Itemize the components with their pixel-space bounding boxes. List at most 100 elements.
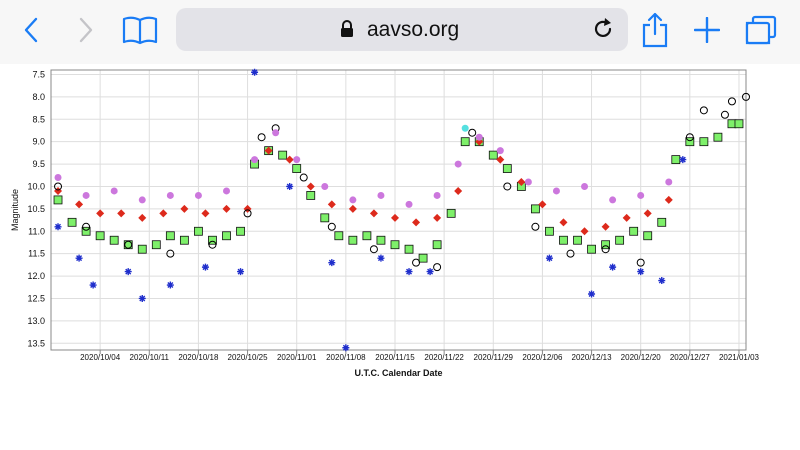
url-text: aavso.org [367,18,460,41]
data-point-circle-open [699,106,708,115]
data-point-square [208,235,217,245]
data-point-square [292,164,302,173]
address-bar[interactable]: aavso.org [176,8,628,51]
data-point-square [713,132,723,142]
data-point-square [95,231,105,241]
data-point-diamond [306,182,315,191]
data-point-square [643,231,653,241]
data-point-diamond [643,209,652,218]
data-point-asterisk [658,277,666,285]
y-tick-label: 11.5 [28,249,45,259]
data-point-square [53,195,63,205]
data-point-diamond [559,218,568,227]
data-point-circle [194,191,202,199]
x-tick-label: 2020/11/08 [326,353,366,362]
data-point-circle [272,129,280,137]
data-point-diamond [517,178,526,186]
reload-icon[interactable] [591,17,615,46]
data-point-square [629,226,639,236]
data-point-circle [524,178,532,186]
y-tick-label: 12.0 [27,271,45,281]
data-point-diamond [454,186,463,195]
data-point-square [573,235,582,245]
data-point-circle [166,191,174,199]
data-point-asterisk [679,156,687,164]
data-point-square [671,155,681,164]
data-point-asterisk [637,268,645,276]
x-tick-label: 2020/12/13 [572,353,613,362]
data-point-circle-open [257,133,266,142]
y-tick-label: 9.0 [32,137,45,147]
data-point-circle [223,187,231,195]
data-point-square [530,204,540,214]
data-point-circle-open [727,97,736,106]
data-point-asterisk [342,344,350,352]
data-point-circle [609,196,617,204]
data-point-asterisk [124,268,132,276]
data-point-diamond [327,200,336,209]
data-point-asterisk [377,254,385,262]
x-tick-label: 2020/12/20 [621,353,662,362]
data-point-circle [475,133,483,141]
data-point-circle-open [433,263,442,272]
y-tick-label: 11.0 [28,226,45,236]
data-point-square [390,240,400,250]
data-point-asterisk [609,263,617,271]
data-point-square [194,226,203,236]
x-axis-label: U.T.C. Calendar Date [354,368,442,378]
data-point-diamond [180,204,189,213]
browser-toolbar: aavso.org [0,0,800,64]
data-point-circle [138,196,146,204]
new-tab-icon[interactable] [692,6,722,54]
data-point-asterisk [75,254,83,262]
share-icon[interactable] [640,6,670,54]
data-point-diamond [412,218,421,227]
data-point-asterisk [237,268,245,276]
chart-grid [51,70,746,350]
data-point-circle [405,200,413,208]
x-tick-label: 2020/11/22 [424,353,464,362]
data-point-diamond [75,200,84,209]
data-point-circle-open [299,173,308,182]
data-point-square [559,235,568,245]
tabs-icon[interactable] [744,6,778,54]
data-point-square [685,137,695,147]
data-point-square [362,231,372,241]
data-point-diamond [222,204,231,213]
y-axis-label: Magnitude [10,189,20,231]
y-tick-label: 9.5 [32,159,45,169]
data-point-diamond [159,209,168,218]
data-point-square [222,231,231,241]
data-point-square [601,240,610,250]
y-axis-ticks: 7.5 8.0 8.5 9.0 9.5 10.0 10.5 11.0 11.5 12.0 12.5 1… [27,69,45,348]
data-point-square [151,240,161,250]
data-point-circle-open [503,182,512,191]
data-point-circle-open [208,240,217,249]
bookmarks-icon[interactable] [120,6,160,54]
y-tick-label: 13.5 [27,338,45,348]
data-point-square [320,213,330,223]
data-point-square [446,208,456,218]
data-point-circle [454,160,462,168]
data-point-square [137,244,147,254]
data-point-asterisk [545,254,553,262]
forward-icon[interactable] [73,6,99,54]
data-point-asterisk [166,281,174,289]
data-point-diamond [496,155,505,164]
y-tick-label: 10.0 [27,181,45,191]
back-icon[interactable] [18,6,44,54]
data-point-asterisk [405,268,413,276]
x-tick-label: 2020/10/04 [80,353,121,362]
data-point-diamond [348,204,357,213]
data-point-asterisk [201,263,209,271]
data-point-circle-open [531,222,540,231]
data-point-diamond [264,146,273,155]
data-point-diamond [117,209,126,218]
y-tick-label: 8.0 [32,92,45,102]
data-point-circle [581,182,589,190]
data-point-circle-open [82,222,91,231]
data-point-circle [54,174,62,182]
data-point-circle [552,187,560,195]
x-tick-label: 2020/12/27 [670,353,711,362]
y-tick-label: 8.5 [32,114,45,124]
